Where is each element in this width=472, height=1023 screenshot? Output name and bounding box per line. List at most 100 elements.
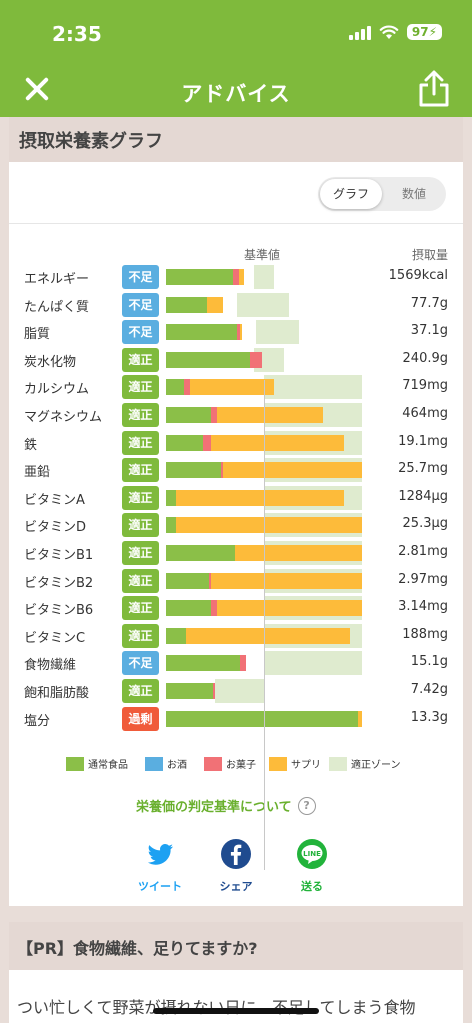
bar-segment-supplement [175, 517, 362, 534]
nutrient-row: ビタミンA 適正 1284µg [9, 485, 463, 510]
bar-segment-snack [220, 462, 223, 479]
legend-snack: お菓子 [204, 756, 256, 771]
bar-segment-normal [166, 627, 186, 644]
intake-value: 13.3g [410, 709, 448, 725]
legend-zone: 適正ゾーン [329, 756, 401, 771]
status-time: 2:35 [52, 22, 102, 46]
intake-bar [166, 489, 345, 506]
bar-segment-snack [183, 379, 190, 396]
nutrient-row: ビタミンD 適正 25.3µg [9, 513, 463, 538]
criteria-link[interactable]: 栄養価の判定基準について ? [136, 796, 316, 815]
share-icon[interactable] [416, 70, 452, 108]
bar-segment-supplement [211, 434, 345, 451]
nutrient-name: ビタミンD [24, 520, 87, 536]
intake-header: 摂取量 [411, 248, 448, 262]
bar-segment-normal [166, 517, 176, 534]
pr-card[interactable]: 【PR】食物繊維、足りてますか? つい忙しくて野菜が摂れない日に、不足してしまう… [9, 922, 463, 1023]
appropriate-zone [254, 265, 274, 289]
bar-segment-normal [166, 462, 221, 479]
bar-segment-supplement [358, 710, 362, 727]
intake-value: 37.1g [410, 323, 448, 339]
help-icon[interactable]: ? [297, 796, 316, 815]
nutrient-row: 鉄 適正 19.1mg [9, 430, 463, 455]
nutrient-row: 脂質 不足 37.1g [9, 320, 463, 345]
intake-value: 2.97mg [398, 571, 448, 587]
nutrient-name: エネルギー [24, 272, 90, 287]
intake-bar [166, 572, 362, 589]
status-badge: 過剰 [122, 706, 159, 731]
intake-value: 240.9g [402, 350, 448, 366]
bar-segment-normal [166, 269, 233, 285]
nutrient-row: ビタミンB1 適正 2.81mg [9, 541, 463, 565]
intake-bar [166, 517, 362, 534]
status-badge: 適正 [122, 623, 159, 648]
appropriate-zone [264, 651, 362, 676]
tweet-button[interactable]: ツイート [125, 838, 195, 894]
bar-segment-normal [166, 600, 212, 617]
nutrient-name: ビタミンB6 [24, 603, 94, 619]
nutrient-name: カルシウム [24, 382, 90, 398]
legend-label: 適正ゾーン [351, 760, 401, 771]
bar-segment-supplement [216, 407, 323, 423]
line-send-button[interactable]: LINE 送る [277, 838, 347, 894]
intake-bar [166, 324, 243, 341]
status-badge: 不足 [122, 292, 159, 317]
toggle-values-button[interactable]: 数値 [401, 187, 426, 201]
bar-segment-supplement [189, 379, 274, 396]
legend-label: お菓子 [226, 760, 256, 771]
intake-bar [166, 627, 351, 644]
nutrient-row: 食物繊維 不足 15.1g [9, 651, 463, 676]
nutrient-row: たんぱく質 不足 77.7g [9, 292, 463, 317]
bar-segment-normal [166, 545, 235, 561]
nutrient-name: 鉄 [24, 437, 38, 453]
intake-bar [166, 655, 247, 672]
status-badge: 不足 [122, 320, 159, 345]
nutrient-row: 亜鉛 適正 25.7mg [9, 458, 463, 483]
intake-value: 77.7g [410, 295, 448, 311]
intake-bar [166, 600, 362, 617]
intake-value: 25.7mg [398, 461, 448, 477]
intake-bar [166, 296, 223, 313]
status-badge: 適正 [122, 458, 159, 483]
legend-swatch [329, 756, 347, 771]
intake-bar [166, 269, 245, 285]
page-title: アドバイス [181, 82, 291, 106]
status-badge: 適正 [122, 347, 159, 372]
bar-segment-snack [250, 351, 263, 368]
status-badge: 適正 [122, 568, 159, 593]
home-indicator [153, 1008, 319, 1014]
nutrient-name: たんぱく質 [24, 299, 90, 315]
criteria-link-text[interactable]: 栄養価の判定基準について [136, 800, 292, 815]
bar-segment-supplement [211, 572, 362, 589]
bar-segment-snack [232, 269, 239, 285]
intake-value: 19.1mg [398, 433, 448, 449]
line-icon-text: LINE [303, 850, 321, 858]
bar-segment-snack [213, 683, 215, 699]
status-badge: 適正 [122, 485, 159, 510]
status-badge: 適正 [122, 596, 159, 621]
bar-segment-normal [166, 489, 176, 506]
bar-segment-normal [166, 434, 204, 451]
intake-value: 188mg [402, 626, 448, 642]
intake-value: 1284µg [398, 488, 448, 504]
nutrient-row: 炭水化物 適正 240.9g [9, 347, 463, 372]
facebook-share-button[interactable]: シェア [201, 838, 271, 894]
intake-bar [166, 545, 362, 561]
nutrient-name: 亜鉛 [24, 465, 51, 481]
nutrient-row: 塩分 過剰 13.3g [9, 706, 463, 731]
bar-segment-supplement [207, 296, 223, 313]
legend-swatch [204, 756, 222, 771]
toggle-graph-button[interactable]: グラフ [320, 179, 382, 209]
divider [9, 223, 463, 224]
intake-value: 15.1g [410, 654, 448, 670]
bar-segment-normal [166, 296, 208, 313]
nutrient-row: エネルギー 不足 1569kcal [9, 265, 463, 289]
bar-segment-snack [240, 655, 247, 672]
intake-value: 464mg [402, 406, 448, 421]
nutrient-name: 飽和脂肪酸 [24, 686, 90, 701]
intake-value: 719mg [402, 378, 448, 394]
bar-segment-supplement [185, 627, 351, 644]
nutrient-row: ビタミンB2 適正 2.97mg [9, 568, 463, 593]
appropriate-zone [215, 679, 264, 703]
bar-segment-snack [209, 572, 212, 589]
